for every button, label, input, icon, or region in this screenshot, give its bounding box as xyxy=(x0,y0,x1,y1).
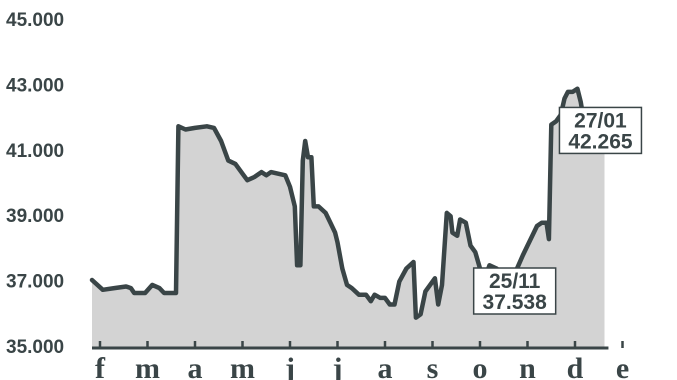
x-tick-label: m xyxy=(230,352,255,380)
series-line xyxy=(89,86,607,320)
y-axis: 45.000 43.000 41.000 39.000 37.000 35.000 xyxy=(6,10,64,358)
callout-date: 25/11 xyxy=(489,270,541,293)
x-tick-label: n xyxy=(519,352,536,380)
x-tick-label: m xyxy=(135,352,160,380)
y-tick-label: 41.000 xyxy=(6,141,64,162)
y-tick-label: 39.000 xyxy=(6,206,64,227)
callout-box xyxy=(558,106,643,155)
callout-date: 27/01 xyxy=(574,109,627,132)
y-tick-label: 43.000 xyxy=(6,75,64,96)
callout-value: 42.265 xyxy=(568,130,633,153)
x-tick-label: d xyxy=(567,352,584,380)
x-tick-label: s xyxy=(427,352,439,380)
x-tick-label: e xyxy=(616,352,629,380)
y-tick-label: 37.000 xyxy=(6,272,64,293)
y-tick-label: 45.000 xyxy=(6,10,64,31)
x-tick-label: a xyxy=(188,352,203,380)
x-tick-label: f xyxy=(95,352,106,380)
callout-box xyxy=(472,267,557,315)
x-tick-label: j xyxy=(332,352,343,380)
y-tick-label: 35.000 xyxy=(6,337,64,358)
callout-value: 37.538 xyxy=(483,291,548,314)
x-tick-label: a xyxy=(378,352,393,380)
x-tick-label: o xyxy=(473,352,488,380)
x-tick-label: j xyxy=(284,352,295,380)
